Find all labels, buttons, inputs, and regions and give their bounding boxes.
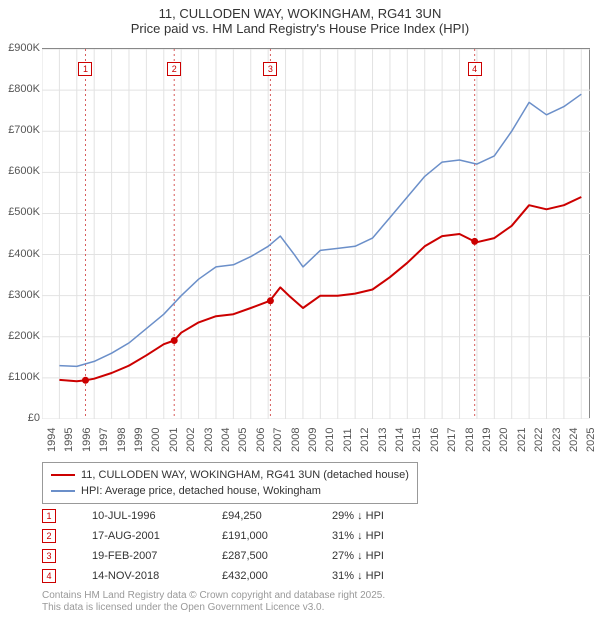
sales-date: 14-NOV-2018: [92, 570, 222, 582]
title-line-1: 11, CULLODEN WAY, WOKINGHAM, RG41 3UN: [0, 6, 600, 21]
x-tick-label: 2006: [255, 428, 267, 452]
sales-row: 4 14-NOV-2018£432,00031% ↓ HPI: [42, 566, 442, 586]
plot-area: [42, 48, 590, 418]
title-block: 11, CULLODEN WAY, WOKINGHAM, RG41 3UN Pr…: [0, 0, 600, 36]
x-tick-label: 2000: [150, 428, 162, 452]
legend-row: HPI: Average price, detached house, Woki…: [51, 483, 409, 499]
x-tick-label: 2008: [290, 428, 302, 452]
sales-price: £191,000: [222, 530, 332, 542]
y-tick-label: £500K: [0, 206, 40, 218]
sales-price: £94,250: [222, 510, 332, 522]
x-tick-label: 2010: [324, 428, 336, 452]
sale-marker-box: 4: [468, 62, 482, 76]
x-tick-label: 1997: [98, 428, 110, 452]
sales-diff: 27% ↓ HPI: [332, 550, 442, 562]
sales-date: 19-FEB-2007: [92, 550, 222, 562]
legend-label: HPI: Average price, detached house, Woki…: [81, 485, 321, 497]
chart-svg: [42, 49, 590, 419]
x-tick-label: 1999: [133, 428, 145, 452]
x-tick-label: 2013: [377, 428, 389, 452]
x-tick-label: 1995: [63, 428, 75, 452]
legend-swatch: [51, 490, 75, 492]
sale-marker-box: 1: [78, 62, 92, 76]
x-tick-label: 2022: [533, 428, 545, 452]
x-tick-label: 2019: [481, 428, 493, 452]
sales-marker: 4: [42, 569, 56, 583]
legend-swatch: [51, 474, 75, 476]
sale-marker-box: 2: [167, 62, 181, 76]
x-tick-label: 2023: [551, 428, 563, 452]
x-tick-label: 2015: [411, 428, 423, 452]
y-tick-label: £100K: [0, 371, 40, 383]
y-tick-label: £600K: [0, 165, 40, 177]
x-tick-label: 2005: [237, 428, 249, 452]
x-tick-label: 1998: [116, 428, 128, 452]
sales-date: 17-AUG-2001: [92, 530, 222, 542]
y-tick-label: £300K: [0, 289, 40, 301]
sales-row: 1 10-JUL-1996£94,25029% ↓ HPI: [42, 506, 442, 526]
x-tick-label: 1994: [46, 428, 58, 452]
sales-date: 10-JUL-1996: [92, 510, 222, 522]
chart-container: 11, CULLODEN WAY, WOKINGHAM, RG41 3UN Pr…: [0, 0, 600, 620]
y-tick-label: £400K: [0, 248, 40, 260]
y-tick-label: £0: [0, 412, 40, 424]
x-tick-label: 2020: [498, 428, 510, 452]
title-line-2: Price paid vs. HM Land Registry's House …: [0, 21, 600, 36]
x-tick-label: 2025: [585, 428, 597, 452]
sales-table: 1 10-JUL-1996£94,25029% ↓ HPI 2 17-AUG-2001…: [42, 506, 442, 586]
x-tick-label: 2018: [464, 428, 476, 452]
x-tick-label: 2024: [568, 428, 580, 452]
sales-diff: 31% ↓ HPI: [332, 570, 442, 582]
sale-marker-box: 3: [263, 62, 277, 76]
x-tick-label: 2011: [342, 428, 354, 452]
y-tick-label: £800K: [0, 83, 40, 95]
x-tick-label: 2001: [168, 428, 180, 452]
sales-diff: 31% ↓ HPI: [332, 530, 442, 542]
x-tick-label: 2021: [516, 428, 528, 452]
x-tick-label: 2003: [203, 428, 215, 452]
sales-marker: 3: [42, 549, 56, 563]
sales-diff: 29% ↓ HPI: [332, 510, 442, 522]
legend-row: 11, CULLODEN WAY, WOKINGHAM, RG41 3UN (d…: [51, 467, 409, 483]
x-tick-label: 2007: [272, 428, 284, 452]
x-tick-label: 2016: [429, 428, 441, 452]
x-tick-label: 2009: [307, 428, 319, 452]
x-tick-label: 2004: [220, 428, 232, 452]
footer-line-1: Contains HM Land Registry data © Crown c…: [42, 590, 385, 602]
y-tick-label: £700K: [0, 124, 40, 136]
legend: 11, CULLODEN WAY, WOKINGHAM, RG41 3UN (d…: [42, 462, 418, 504]
sales-price: £432,000: [222, 570, 332, 582]
footer-line-2: This data is licensed under the Open Gov…: [42, 602, 385, 614]
sales-price: £287,500: [222, 550, 332, 562]
legend-label: 11, CULLODEN WAY, WOKINGHAM, RG41 3UN (d…: [81, 469, 409, 481]
sales-marker: 1: [42, 509, 56, 523]
x-tick-label: 2012: [359, 428, 371, 452]
x-tick-label: 2002: [185, 428, 197, 452]
x-tick-label: 2014: [394, 428, 406, 452]
x-tick-label: 2017: [446, 428, 458, 452]
sales-marker: 2: [42, 529, 56, 543]
y-tick-label: £900K: [0, 42, 40, 54]
footer: Contains HM Land Registry data © Crown c…: [42, 590, 385, 614]
y-tick-label: £200K: [0, 330, 40, 342]
x-tick-label: 1996: [81, 428, 93, 452]
sales-row: 3 19-FEB-2007£287,50027% ↓ HPI: [42, 546, 442, 566]
sales-row: 2 17-AUG-2001£191,00031% ↓ HPI: [42, 526, 442, 546]
